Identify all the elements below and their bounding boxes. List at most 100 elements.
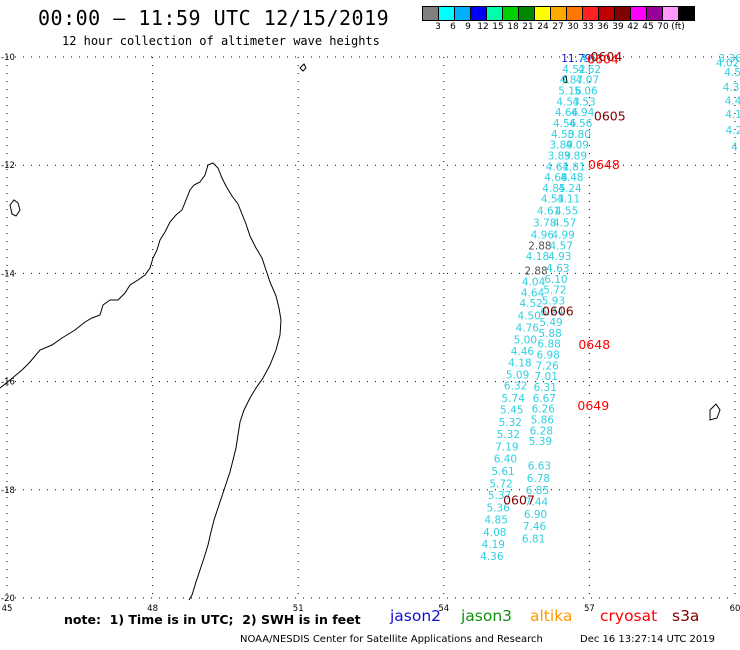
wave-height-label: 4.19 xyxy=(482,539,505,551)
wave-height-label: 4.55 xyxy=(555,206,578,218)
wave-height-label: 4.57 xyxy=(550,240,573,252)
wave-height-label: 6.40 xyxy=(494,453,517,465)
wave-height-label: 5.36 xyxy=(486,503,510,515)
wave-height-color-scale xyxy=(422,6,695,21)
wave-height-label: 5.74 xyxy=(502,393,526,405)
wave-height-label: 3.89 xyxy=(550,140,573,152)
wave-height-label: 4.24 xyxy=(558,183,582,195)
wave-height-label: 7.46 xyxy=(523,521,547,533)
wave-height-label: 4.53 xyxy=(541,194,564,206)
wave-height-label: 6.78 xyxy=(527,473,550,485)
wave-height-label: 5.86 xyxy=(531,414,555,426)
wave-height-label: 4.62 xyxy=(578,64,601,76)
wave-height-label: 4.36 xyxy=(480,551,504,563)
wave-height-label: 11.79 xyxy=(561,53,591,65)
color-scale-tick: 24 xyxy=(537,22,549,32)
wave-height-label: 6.10 xyxy=(544,274,567,286)
wave-height-label: 4.61 xyxy=(546,161,569,173)
wave-height-label: 2.88 xyxy=(528,240,551,252)
longitude-tick-label: 60 xyxy=(730,604,740,614)
wave-height-label: 5.39 xyxy=(529,436,552,448)
wave-height-label: 4.85 xyxy=(542,183,565,195)
wave-height-label: 5.88 xyxy=(538,328,561,340)
wave-height-label: 4.18 xyxy=(526,251,549,263)
longitude-tick-label: 57 xyxy=(584,604,595,614)
color-scale-tick: 9 xyxy=(465,22,471,32)
color-scale-tick-labels: 3 6 9 12 15 18 21 24 27 30 33 36 39 42 45 70 (ft) xyxy=(426,22,740,34)
legend-jason3: jason3 xyxy=(461,607,513,625)
credit-line: NOAA/NESDIS Center for Satellite Applica… xyxy=(240,634,543,645)
wave-height-label: 5.45 xyxy=(500,405,523,417)
graticule: 45 48 51 54 57 60 -10 -12 -14 -16 -18 -20 xyxy=(1,53,740,614)
color-swatch xyxy=(678,6,695,21)
latitude-tick-label: -10 xyxy=(1,53,15,63)
tromelin-coastline xyxy=(299,63,307,72)
madagascar-coastline xyxy=(0,162,282,601)
latitude-tick-label: -14 xyxy=(1,269,15,279)
wave-height-label: 5.32 xyxy=(497,429,520,441)
wave-height-label: 4.87 xyxy=(560,75,583,87)
wave-height-label: 6.32 xyxy=(504,380,527,392)
pass-time-label: 0649 xyxy=(577,398,609,413)
wave-height-label: 4.56 xyxy=(553,118,577,130)
wave-height-label: 7.44 xyxy=(525,497,549,509)
color-scale-tick: (ft) xyxy=(671,22,685,32)
agalega-coastline xyxy=(562,75,568,84)
generated-timestamp: Dec 16 13:27:14 UTC 2019 xyxy=(580,634,715,645)
wave-height-label: 3.89 xyxy=(564,150,587,162)
color-scale-tick: 45 xyxy=(642,22,654,32)
pass-time-label: 0604 xyxy=(587,52,619,67)
wave-height-label: 6.31 xyxy=(534,382,557,394)
latitude-tick-label: -16 xyxy=(1,378,15,388)
wave-height-label: 4.08 xyxy=(483,527,506,539)
pass-time-label: 0606 xyxy=(542,303,574,318)
wave-height-label: 6.81 xyxy=(522,533,545,545)
mayotte-coastline xyxy=(9,199,21,217)
wave-height-label: 5.06 xyxy=(574,86,598,98)
wave-height-label: 4.09 xyxy=(566,140,589,152)
legend-jason2: jason2 xyxy=(390,607,442,625)
pass-time-label: 0607 xyxy=(503,493,535,508)
longitude-tick-label: 48 xyxy=(147,604,158,614)
color-scale-tick: 30 xyxy=(567,22,579,32)
pass-time-label: 0648 xyxy=(578,337,610,352)
wave-height-label: 4.93 xyxy=(548,251,571,263)
latitude-tick-label: -20 xyxy=(1,594,15,604)
pass-time-label: 0648 xyxy=(588,157,620,172)
pass-time-label: 0605 xyxy=(594,109,626,124)
wave-height-label: 3.36 xyxy=(718,53,740,65)
color-scale-tick: 42 xyxy=(627,22,639,32)
wave-height-label: 4.96 xyxy=(531,229,555,241)
wave-height-label: 6.24 xyxy=(540,306,564,318)
wave-height-label: 4.04 xyxy=(522,277,546,289)
legend-cryosat: cryosat xyxy=(600,607,658,625)
wave-height-label: 4.63 xyxy=(546,263,569,275)
wave-height-label: 5.00 xyxy=(514,334,537,346)
wave-height-label: 4.2 xyxy=(726,125,740,137)
wave-height-label: 4.85 xyxy=(485,515,508,527)
color-scale-tick: 6 xyxy=(450,22,456,32)
wave-height-label: 7.19 xyxy=(495,442,518,454)
color-scale-tick: 18 xyxy=(507,22,519,32)
longitude-tick-label: 51 xyxy=(293,604,304,614)
wave-height-label: 7.01 xyxy=(535,371,558,383)
color-scale-tick: 33 xyxy=(582,22,594,32)
wave-height-label: 6.26 xyxy=(532,404,556,416)
wave-height-label: 4.02 xyxy=(716,57,739,69)
wave-height-label: 6.98 xyxy=(536,350,559,362)
wave-height-label: 4.18 xyxy=(508,358,531,370)
color-scale-tick: 21 xyxy=(522,22,534,32)
wave-height-label: 3.78 xyxy=(533,218,556,230)
wave-height-label: 4.81 xyxy=(562,161,585,173)
wave-height-label: 4 xyxy=(731,141,738,153)
wave-height-label: 6.88 xyxy=(537,339,560,351)
legend-altika: altika xyxy=(530,607,573,625)
wave-height-label: 4.61 xyxy=(537,206,560,218)
wave-height-label: 4.57 xyxy=(553,218,576,230)
latitude-tick-label: -18 xyxy=(1,486,15,496)
wave-height-label: 4.48 xyxy=(560,172,583,184)
wave-height-label: 6.90 xyxy=(524,509,547,521)
wave-height-label: 4.66 xyxy=(555,107,579,119)
wave-height-label: 5.49 xyxy=(539,317,562,329)
